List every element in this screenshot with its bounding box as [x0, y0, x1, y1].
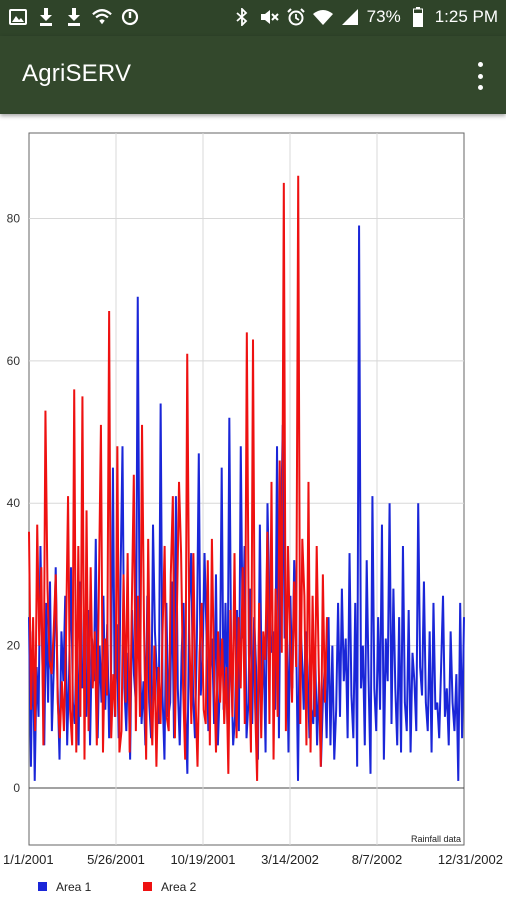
status-bar: 73% 1:25 PM: [0, 0, 506, 36]
y-tick-label: 0: [13, 781, 20, 795]
legend-swatch-area-1: [38, 882, 47, 891]
app-title: AgriSERV: [22, 60, 132, 87]
wifi-shield-icon: [92, 6, 112, 28]
sync-icon: [120, 6, 140, 28]
battery-percent: 73%: [366, 7, 401, 26]
chart-annotation: Rainfall data: [411, 834, 461, 844]
series-line-area-2: [28, 175, 328, 781]
y-tick-label: 40: [7, 496, 21, 510]
clock: 1:25 PM: [434, 7, 498, 26]
x-tick-label: 10/19/2001: [170, 852, 235, 867]
y-tick-label: 60: [7, 354, 21, 368]
download-icon: [36, 6, 56, 28]
y-tick-label: 80: [7, 211, 21, 225]
rainfall-chart: 0 20 40 60 80 1/1/2001 5/26/2001 10/19/2001 3/1…: [3, 132, 503, 894]
download-icon: [64, 6, 84, 28]
alarm-icon: [286, 6, 306, 28]
bluetooth-icon: [232, 6, 252, 28]
legend-label-area-2: Area 2: [161, 880, 197, 894]
wifi-icon: [312, 6, 333, 28]
image-icon: [8, 6, 28, 28]
menu-dot: [477, 85, 483, 90]
app-bar: AgriSERV: [0, 36, 506, 114]
x-tick-label: 12/31/2002: [438, 852, 503, 867]
signal-icon: [340, 6, 360, 28]
status-bar-notifications: [8, 6, 140, 28]
battery-icon: [408, 6, 428, 28]
x-tick-label: 3/14/2002: [261, 852, 319, 867]
legend-swatch-area-2: [143, 882, 152, 891]
status-bar-system: 73% 1:25 PM: [232, 6, 498, 28]
overflow-menu-icon[interactable]: [472, 62, 488, 90]
legend: Area 1 Area 2: [38, 880, 197, 894]
x-axis-ticks: 1/1/2001 5/26/2001 10/19/2001 3/14/2002 8/7/…: [3, 852, 503, 867]
series-lines: [28, 175, 465, 781]
x-tick-label: 5/26/2001: [87, 852, 145, 867]
x-tick-label: 1/1/2001: [3, 852, 54, 867]
menu-dot: [477, 62, 483, 67]
menu-dot: [477, 73, 483, 79]
mute-icon: [259, 6, 279, 28]
series-line-area-1: [28, 225, 465, 781]
y-axis-ticks: 0 20 40 60 80: [7, 211, 21, 795]
y-tick-label: 20: [7, 639, 21, 653]
x-tick-label: 8/7/2002: [352, 852, 403, 867]
legend-label-area-1: Area 1: [56, 880, 92, 894]
